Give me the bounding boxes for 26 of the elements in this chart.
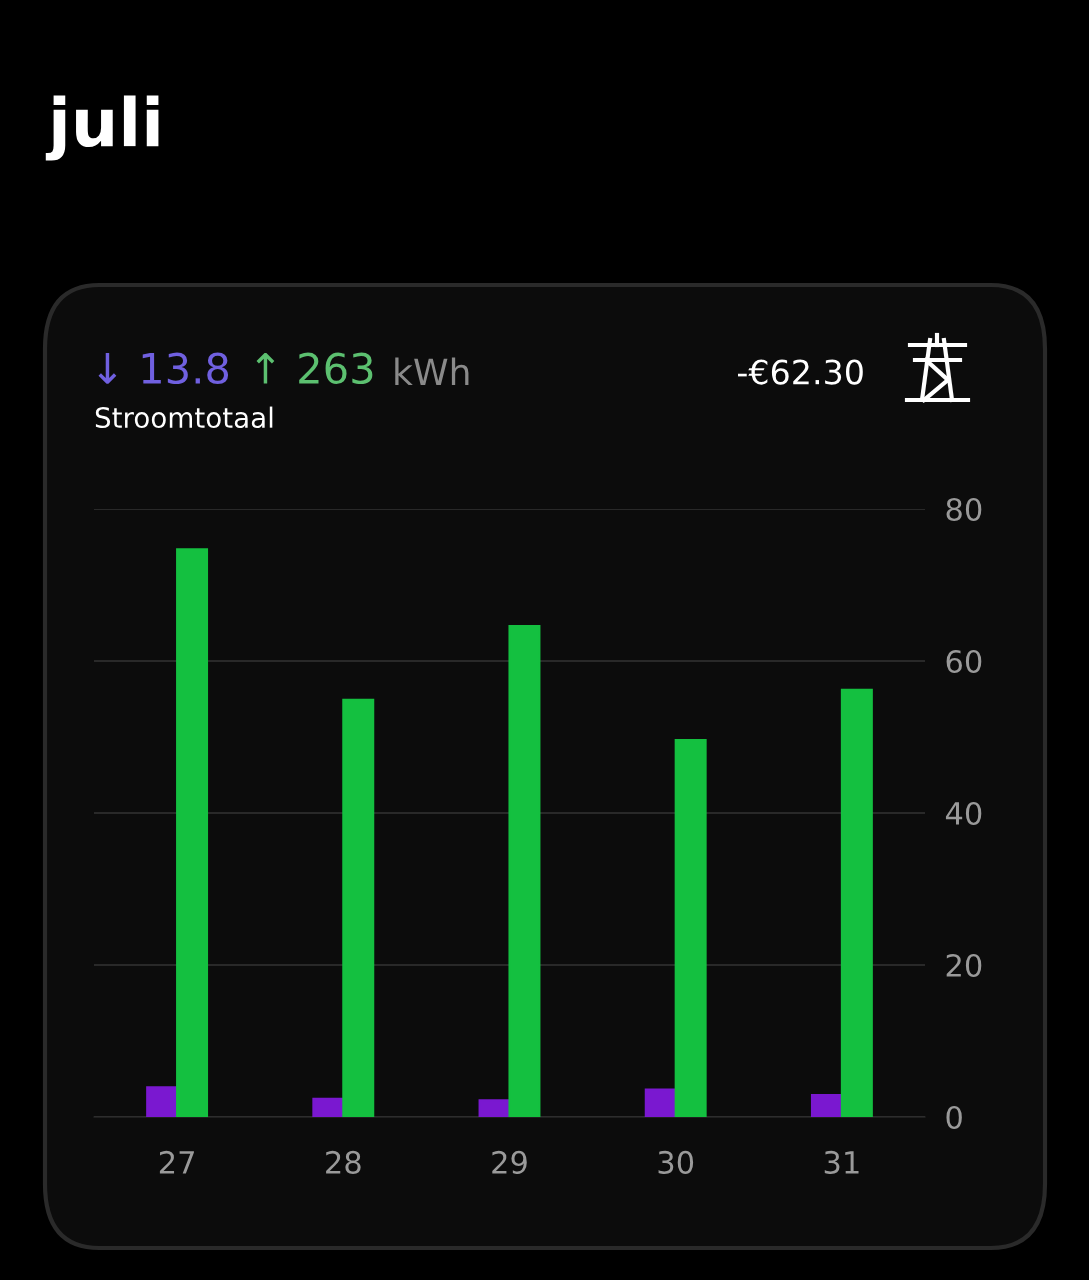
x-tick-label: 29 xyxy=(492,1150,527,1174)
text: ↑ 263 xyxy=(256,352,373,385)
y-tick-label: 60 xyxy=(946,649,982,674)
text: -€62.30 xyxy=(737,359,863,385)
y-tick-label: 80 xyxy=(946,497,982,522)
text: ↓ 13.8 xyxy=(98,352,229,385)
bar xyxy=(146,1086,179,1117)
bar xyxy=(644,1088,677,1117)
bar xyxy=(478,1099,511,1117)
y-tick-label: 20 xyxy=(946,953,982,978)
x-tick-label: 30 xyxy=(658,1150,694,1174)
x-tick-label: 31 xyxy=(824,1150,859,1174)
x-tick-label: 27 xyxy=(159,1150,194,1174)
y-tick-label: 0 xyxy=(946,1105,962,1130)
y-tick-label: 40 xyxy=(945,801,982,826)
x-tick-label: 28 xyxy=(326,1150,361,1174)
bar xyxy=(342,698,375,1117)
bar xyxy=(312,1097,345,1117)
bar xyxy=(840,688,873,1117)
text: Stroomtotaal xyxy=(95,406,273,429)
chart-title: juli xyxy=(45,95,159,161)
text: kWh xyxy=(395,357,469,385)
bar xyxy=(508,625,541,1117)
bar xyxy=(176,548,209,1117)
bar xyxy=(810,1093,843,1117)
bar xyxy=(674,739,707,1117)
